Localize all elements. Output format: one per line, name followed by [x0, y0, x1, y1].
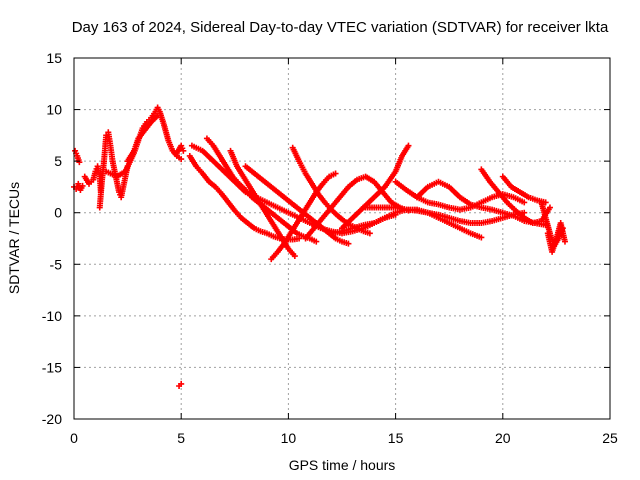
data-point [291, 253, 298, 260]
data-point [313, 238, 320, 245]
data-point [332, 170, 339, 177]
x-tick-label: 25 [602, 430, 618, 446]
y-tick-label: 10 [46, 102, 62, 118]
x-axis-label: GPS time / hours [289, 457, 396, 473]
data-points [71, 104, 568, 389]
y-tick-label: 0 [54, 205, 62, 221]
data-point [79, 182, 86, 189]
tick-labels: 0 5 10 15 20 25 -20 -15 -10 -5 0 5 10 15 [42, 50, 618, 446]
data-point [521, 199, 528, 206]
data-point [154, 112, 161, 119]
x-tick-label: 5 [177, 430, 185, 446]
data-point [478, 234, 485, 241]
data-point [561, 238, 568, 245]
y-tick-label: -10 [42, 308, 62, 324]
data-point [178, 156, 185, 163]
x-tick-label: 20 [495, 430, 511, 446]
y-tick-label: 5 [54, 153, 62, 169]
y-tick-label: -20 [42, 411, 62, 427]
data-point [546, 204, 553, 211]
y-axis-label: SDTVAR / TECUs [6, 182, 22, 294]
data-point [345, 240, 352, 247]
data-point [366, 230, 373, 237]
chart-title: Day 163 of 2024, Sidereal Day-to-day VTE… [72, 19, 609, 36]
x-tick-label: 10 [281, 430, 297, 446]
x-tick-label: 0 [70, 430, 78, 446]
data-point [76, 159, 83, 166]
plot-frame [73, 57, 611, 420]
y-tick-label: -15 [42, 359, 62, 375]
y-tick-label: -5 [50, 256, 63, 272]
data-point [405, 142, 412, 149]
data-point [178, 380, 185, 387]
data-point [521, 209, 528, 216]
y-tick-label: 15 [46, 50, 62, 66]
data-point [180, 147, 187, 154]
x-tick-label: 15 [388, 430, 404, 446]
axis-ticks [73, 57, 611, 420]
